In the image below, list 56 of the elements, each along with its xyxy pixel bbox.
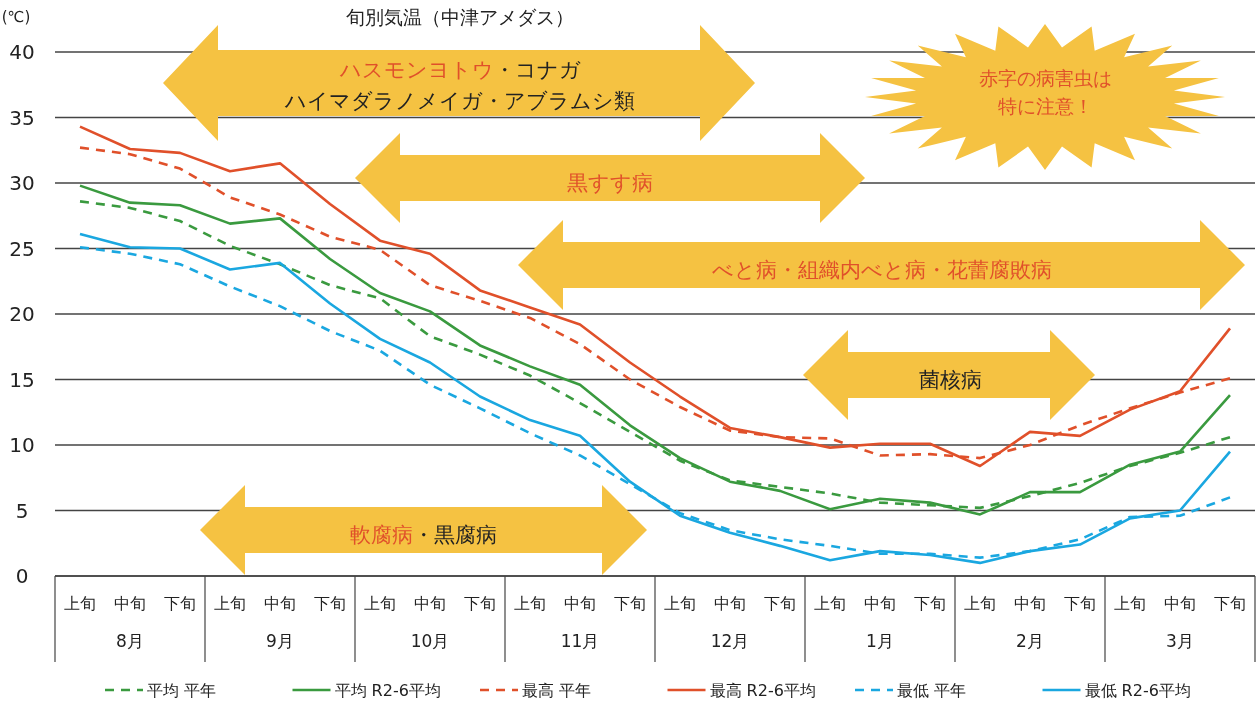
text: 11月: [560, 631, 600, 651]
x-tick-label: 上旬: [214, 593, 246, 613]
x-tick-label: 上旬: [964, 593, 996, 613]
y-tick-label: 25: [9, 236, 35, 261]
x-tick-label: 下旬: [764, 593, 796, 613]
y-tick-label: 10: [9, 433, 35, 457]
x-tick-label: 上旬: [64, 593, 96, 613]
annotation: ハイマダラノメイガ・アブラムシ類: [284, 89, 635, 113]
legend-label: 最高 平年: [522, 680, 592, 700]
annotation: ハスモンヨトウ・コナガ: [338, 58, 581, 82]
y-tick-label: 0: [15, 564, 29, 588]
x-tick-label: 中旬: [264, 593, 296, 613]
legend-label: 平均 R2-6平均: [334, 680, 441, 700]
y-axis-title: (℃): [1, 8, 31, 26]
x-tick-label: 中旬: [564, 593, 596, 613]
x-tick-label: 中旬: [864, 593, 896, 613]
legend-label: 平均 平年: [147, 680, 217, 700]
x-tick-label: 上旬: [1114, 593, 1146, 613]
chart-title: 旬別気温（中津アメダス）: [346, 6, 574, 28]
x-tick-label: 中旬: [414, 593, 446, 613]
x-tick-label: 上旬: [814, 593, 846, 613]
x-tick-label: 上旬: [664, 593, 696, 613]
text: 12月: [710, 631, 750, 651]
x-tick-label: 下旬: [1214, 593, 1246, 613]
x-tick-label: 中旬: [1014, 593, 1046, 613]
x-tick-label: 上旬: [514, 593, 546, 613]
annotation: 菌核病: [918, 368, 982, 392]
y-tick-label: 5: [15, 498, 29, 523]
x-tick-label: 下旬: [464, 593, 496, 613]
x-tick-label: 中旬: [114, 593, 146, 613]
legend-label: 最高 R2-6平均: [709, 680, 816, 700]
annotation: 黒すす病: [567, 171, 653, 195]
y-tick-label: 15: [9, 367, 35, 392]
x-tick-label: 中旬: [714, 593, 746, 613]
legend-label: 最低 R2-6平均: [1084, 680, 1191, 700]
legend-label: 最低 平年: [897, 680, 967, 700]
text: 1月: [866, 631, 894, 651]
annotation: べと病・組織内べと病・花蕾腐敗病: [712, 258, 1052, 282]
x-tick-label: 下旬: [914, 593, 946, 613]
text: 9月: [266, 631, 294, 651]
x-tick-label: 下旬: [164, 593, 196, 613]
x-tick-label: 上旬: [364, 593, 396, 613]
text: 8月: [116, 631, 144, 651]
x-tick-label: 中旬: [1164, 593, 1196, 613]
y-tick-label: 35: [9, 105, 35, 130]
x-tick-label: 下旬: [1064, 593, 1096, 613]
annotation: 赤字の病害虫は特に注意！: [978, 67, 1112, 117]
x-tick-label: 下旬: [314, 593, 346, 613]
text: 10月: [410, 631, 450, 651]
text: 2月: [1016, 631, 1044, 651]
text: 3月: [1166, 631, 1194, 651]
y-tick-label: 40: [9, 40, 35, 64]
y-tick-label: 20: [9, 302, 35, 326]
annotation: 軟腐病・黒腐病: [349, 523, 497, 547]
x-tick-label: 下旬: [614, 593, 646, 613]
y-tick-label: 30: [9, 171, 35, 195]
